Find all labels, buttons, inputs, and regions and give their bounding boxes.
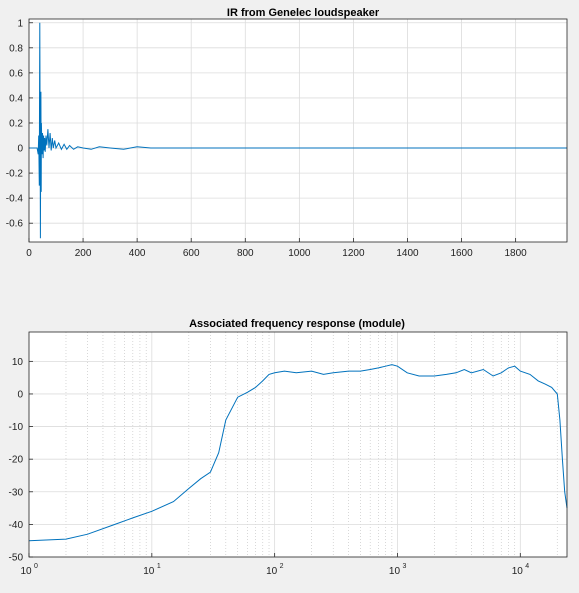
ir-x-tick-label: 0 <box>26 248 32 259</box>
ir-x-tick-label: 600 <box>183 248 200 259</box>
ir-x-tick-label: 200 <box>75 248 92 259</box>
ir-x-tick-label: 1400 <box>396 248 419 259</box>
ir-y-tick-label: 0 <box>17 144 23 155</box>
fr-plot-title: Associated frequency response (module) <box>189 318 405 330</box>
ir-x-tick-label: 400 <box>129 248 146 259</box>
fr-y-tick-label: -50 <box>9 553 24 564</box>
fr-x-tick-exponent: 3 <box>402 563 406 570</box>
fr-x-tick-label: 10 <box>266 566 278 577</box>
ir-x-tick-label: 1600 <box>450 248 473 259</box>
ir-plot: IR from Genelec loudspeaker 0 200 400 600 80… <box>6 7 568 259</box>
fr-plot: Associated frequency response (module) 1… <box>9 318 568 577</box>
fr-x-tick-label: 10 <box>143 566 155 577</box>
fr-y-tick-label: -40 <box>9 520 24 531</box>
fr-x-tick-label: 10 <box>389 566 401 577</box>
fr-x-tick-exponent: 4 <box>525 563 529 570</box>
fr-y-tick-label: -20 <box>9 455 24 466</box>
fr-y-tick-label: 10 <box>12 357 24 368</box>
ir-y-tick-label: 0.2 <box>9 118 23 129</box>
ir-x-tick-label: 1200 <box>342 248 365 259</box>
fr-y-tick-label: 0 <box>17 389 23 400</box>
ir-y-tick-label: 0.4 <box>9 93 23 104</box>
ir-y-tick-label: 0.8 <box>9 43 23 54</box>
ir-plot-title: IR from Genelec loudspeaker <box>227 7 380 19</box>
ir-y-tick-label: -0.2 <box>6 169 24 180</box>
ir-y-tick-label: 0.6 <box>9 68 23 79</box>
ir-y-tick-label: -0.6 <box>6 219 24 230</box>
fr-y-tick-label: -10 <box>9 422 24 433</box>
ir-y-tick-label: 1 <box>17 18 23 29</box>
ir-x-tick-label: 1800 <box>505 248 528 259</box>
ir-x-tick-label: 1000 <box>288 248 311 259</box>
fr-series-line <box>28 364 568 542</box>
fr-x-tick-exponent: 0 <box>34 563 38 570</box>
fr-plot-frame <box>28 331 568 558</box>
ir-plot-frame <box>28 18 568 243</box>
fr-x-tick-label: 10 <box>20 566 32 577</box>
ir-x-tick-label: 800 <box>237 248 254 259</box>
fr-x-tick-label: 10 <box>512 566 524 577</box>
fr-x-tick-exponent: 2 <box>280 563 284 570</box>
ir-plot-area <box>29 19 567 242</box>
fr-y-tick-label: -30 <box>9 487 24 498</box>
ir-series-line <box>29 22 567 239</box>
fr-x-tick-exponent: 1 <box>157 563 161 570</box>
fr-plot-area <box>29 332 567 557</box>
ir-y-tick-label: -0.4 <box>6 194 24 205</box>
ir-tick-labels: 0 200 400 600 800 1000 1200 1400 1600 1800 1 0.8 0.6… <box>6 18 527 259</box>
